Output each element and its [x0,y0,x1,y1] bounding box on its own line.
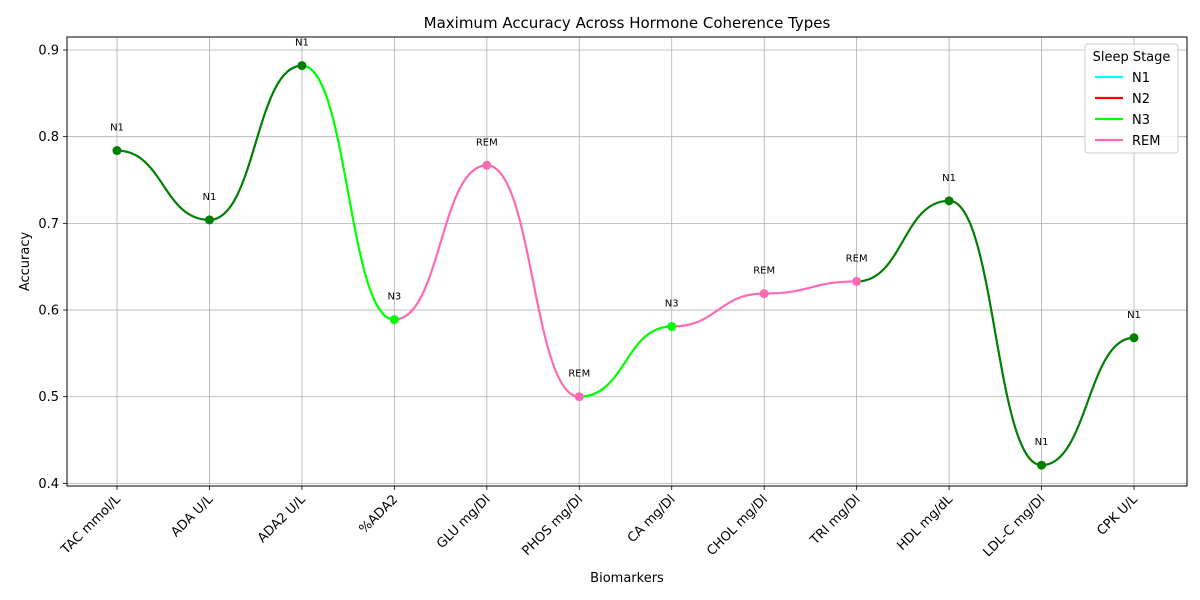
y-tick-label: 0.5 [38,390,59,405]
y-tick-label: 0.8 [38,130,59,145]
x-axis-ticks: TAC mmol/L ADA U/L ADA2 U/L %ADA2 GLU mg/Dl P… [58,486,1141,560]
curve-segment [948,199,1042,467]
point-stage-label: N3 [387,292,401,303]
legend-entry-label: N3 [1132,113,1150,128]
data-point [574,392,584,402]
y-tick-label: 0.6 [38,304,59,319]
point-stage-label: REM [846,253,868,264]
point-stage-label: N3 [665,299,679,310]
curve-segment [486,164,580,398]
x-tick-label: PHOS mg/Dl [520,492,587,559]
x-tick-label: ADA U/L [168,492,217,541]
legend-entry-label: N2 [1132,92,1150,107]
data-point [204,215,214,225]
x-tick-label: HDL mg/dL [894,492,956,554]
data-point [944,196,954,206]
x-axis-label: Biomarkers [590,571,664,586]
data-point [667,322,677,332]
curve-segment [671,292,765,328]
curve-segment [116,149,210,221]
point-stage-label: REM [476,137,498,148]
plot-frame [66,36,1188,487]
legend-entry-label: REM [1132,134,1160,149]
x-tick-label: TAC mmol/L [58,492,125,559]
data-point [1037,460,1047,470]
point-stage-label: N1 [1035,437,1049,448]
data-point [389,315,399,325]
data-points [112,61,1139,470]
y-tick-label: 0.4 [38,477,59,492]
legend-box [1084,43,1179,154]
point-stage-label: N1 [110,123,124,134]
legend: Sleep Stage N1 N2 N3 REM [1084,43,1179,154]
x-tick-label: ADA2 U/L [255,492,309,546]
x-tick-label: GLU mg/Dl [434,492,494,552]
accuracy-curve [116,64,1135,467]
legend-entry-label: N1 [1132,71,1150,86]
data-point [759,289,769,299]
y-tick-label: 0.7 [38,217,59,232]
curve-segment [856,199,950,283]
grid-lines [67,37,1187,486]
y-axis-label: Accuracy [18,232,33,292]
x-tick-label: CPK U/L [1094,492,1141,539]
point-stage-label: N1 [295,38,309,49]
data-point [297,61,307,71]
curve-segment [301,64,395,321]
point-stage-label: REM [568,369,590,380]
point-stage-label: N1 [1127,310,1141,321]
point-stage-label: REM [753,266,775,277]
point-labels: N1 N1 N1 N3 REM REM N3 REM REM N1 N1 N1 [110,38,1141,449]
data-point [1129,333,1139,343]
point-stage-label: N1 [942,173,956,184]
point-stage-label: N1 [203,192,217,203]
y-axis-ticks: 0.4 0.5 0.6 0.7 0.8 0.9 [38,44,67,492]
x-tick-label: TRI mg/Dl [807,492,863,548]
curve-segment [394,164,487,321]
data-point [112,146,122,156]
x-tick-label: %ADA2 [357,492,402,537]
curve-segment [209,64,303,221]
curve-segment [764,280,857,295]
y-tick-label: 0.9 [38,44,59,59]
curve-segment [579,325,672,398]
data-point [852,276,862,286]
x-tick-label: LDL-C mg/Dl [980,492,1048,560]
x-tick-label: CA mg/Dl [625,492,679,546]
chart-title: Maximum Accuracy Across Hormone Coherenc… [424,14,831,32]
curve-segment [1041,336,1135,467]
x-tick-label: CHOL mg/Dl [704,492,771,559]
legend-title: Sleep Stage [1093,50,1171,65]
data-point [482,160,492,170]
